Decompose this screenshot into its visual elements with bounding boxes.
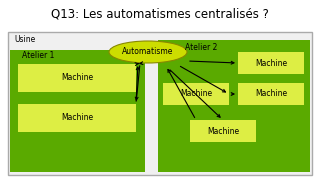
Text: Usine: Usine <box>14 35 35 44</box>
FancyBboxPatch shape <box>8 32 312 175</box>
FancyBboxPatch shape <box>158 40 310 172</box>
Text: Machine: Machine <box>61 114 93 123</box>
Text: Machine: Machine <box>255 58 287 68</box>
Text: Automatisme: Automatisme <box>122 48 174 57</box>
FancyBboxPatch shape <box>238 83 304 105</box>
Text: Atelier 1: Atelier 1 <box>22 51 54 60</box>
FancyBboxPatch shape <box>10 50 145 172</box>
Text: Machine: Machine <box>180 89 212 98</box>
FancyBboxPatch shape <box>18 64 136 92</box>
Text: Machine: Machine <box>207 127 239 136</box>
Text: Atelier 2: Atelier 2 <box>185 44 217 53</box>
FancyBboxPatch shape <box>238 52 304 74</box>
Text: Q13: Les automatismes centralisés ?: Q13: Les automatismes centralisés ? <box>51 8 269 21</box>
FancyBboxPatch shape <box>163 83 229 105</box>
FancyBboxPatch shape <box>18 104 136 132</box>
Text: Machine: Machine <box>61 73 93 82</box>
FancyBboxPatch shape <box>190 120 256 142</box>
Ellipse shape <box>109 41 187 63</box>
Text: Machine: Machine <box>255 89 287 98</box>
